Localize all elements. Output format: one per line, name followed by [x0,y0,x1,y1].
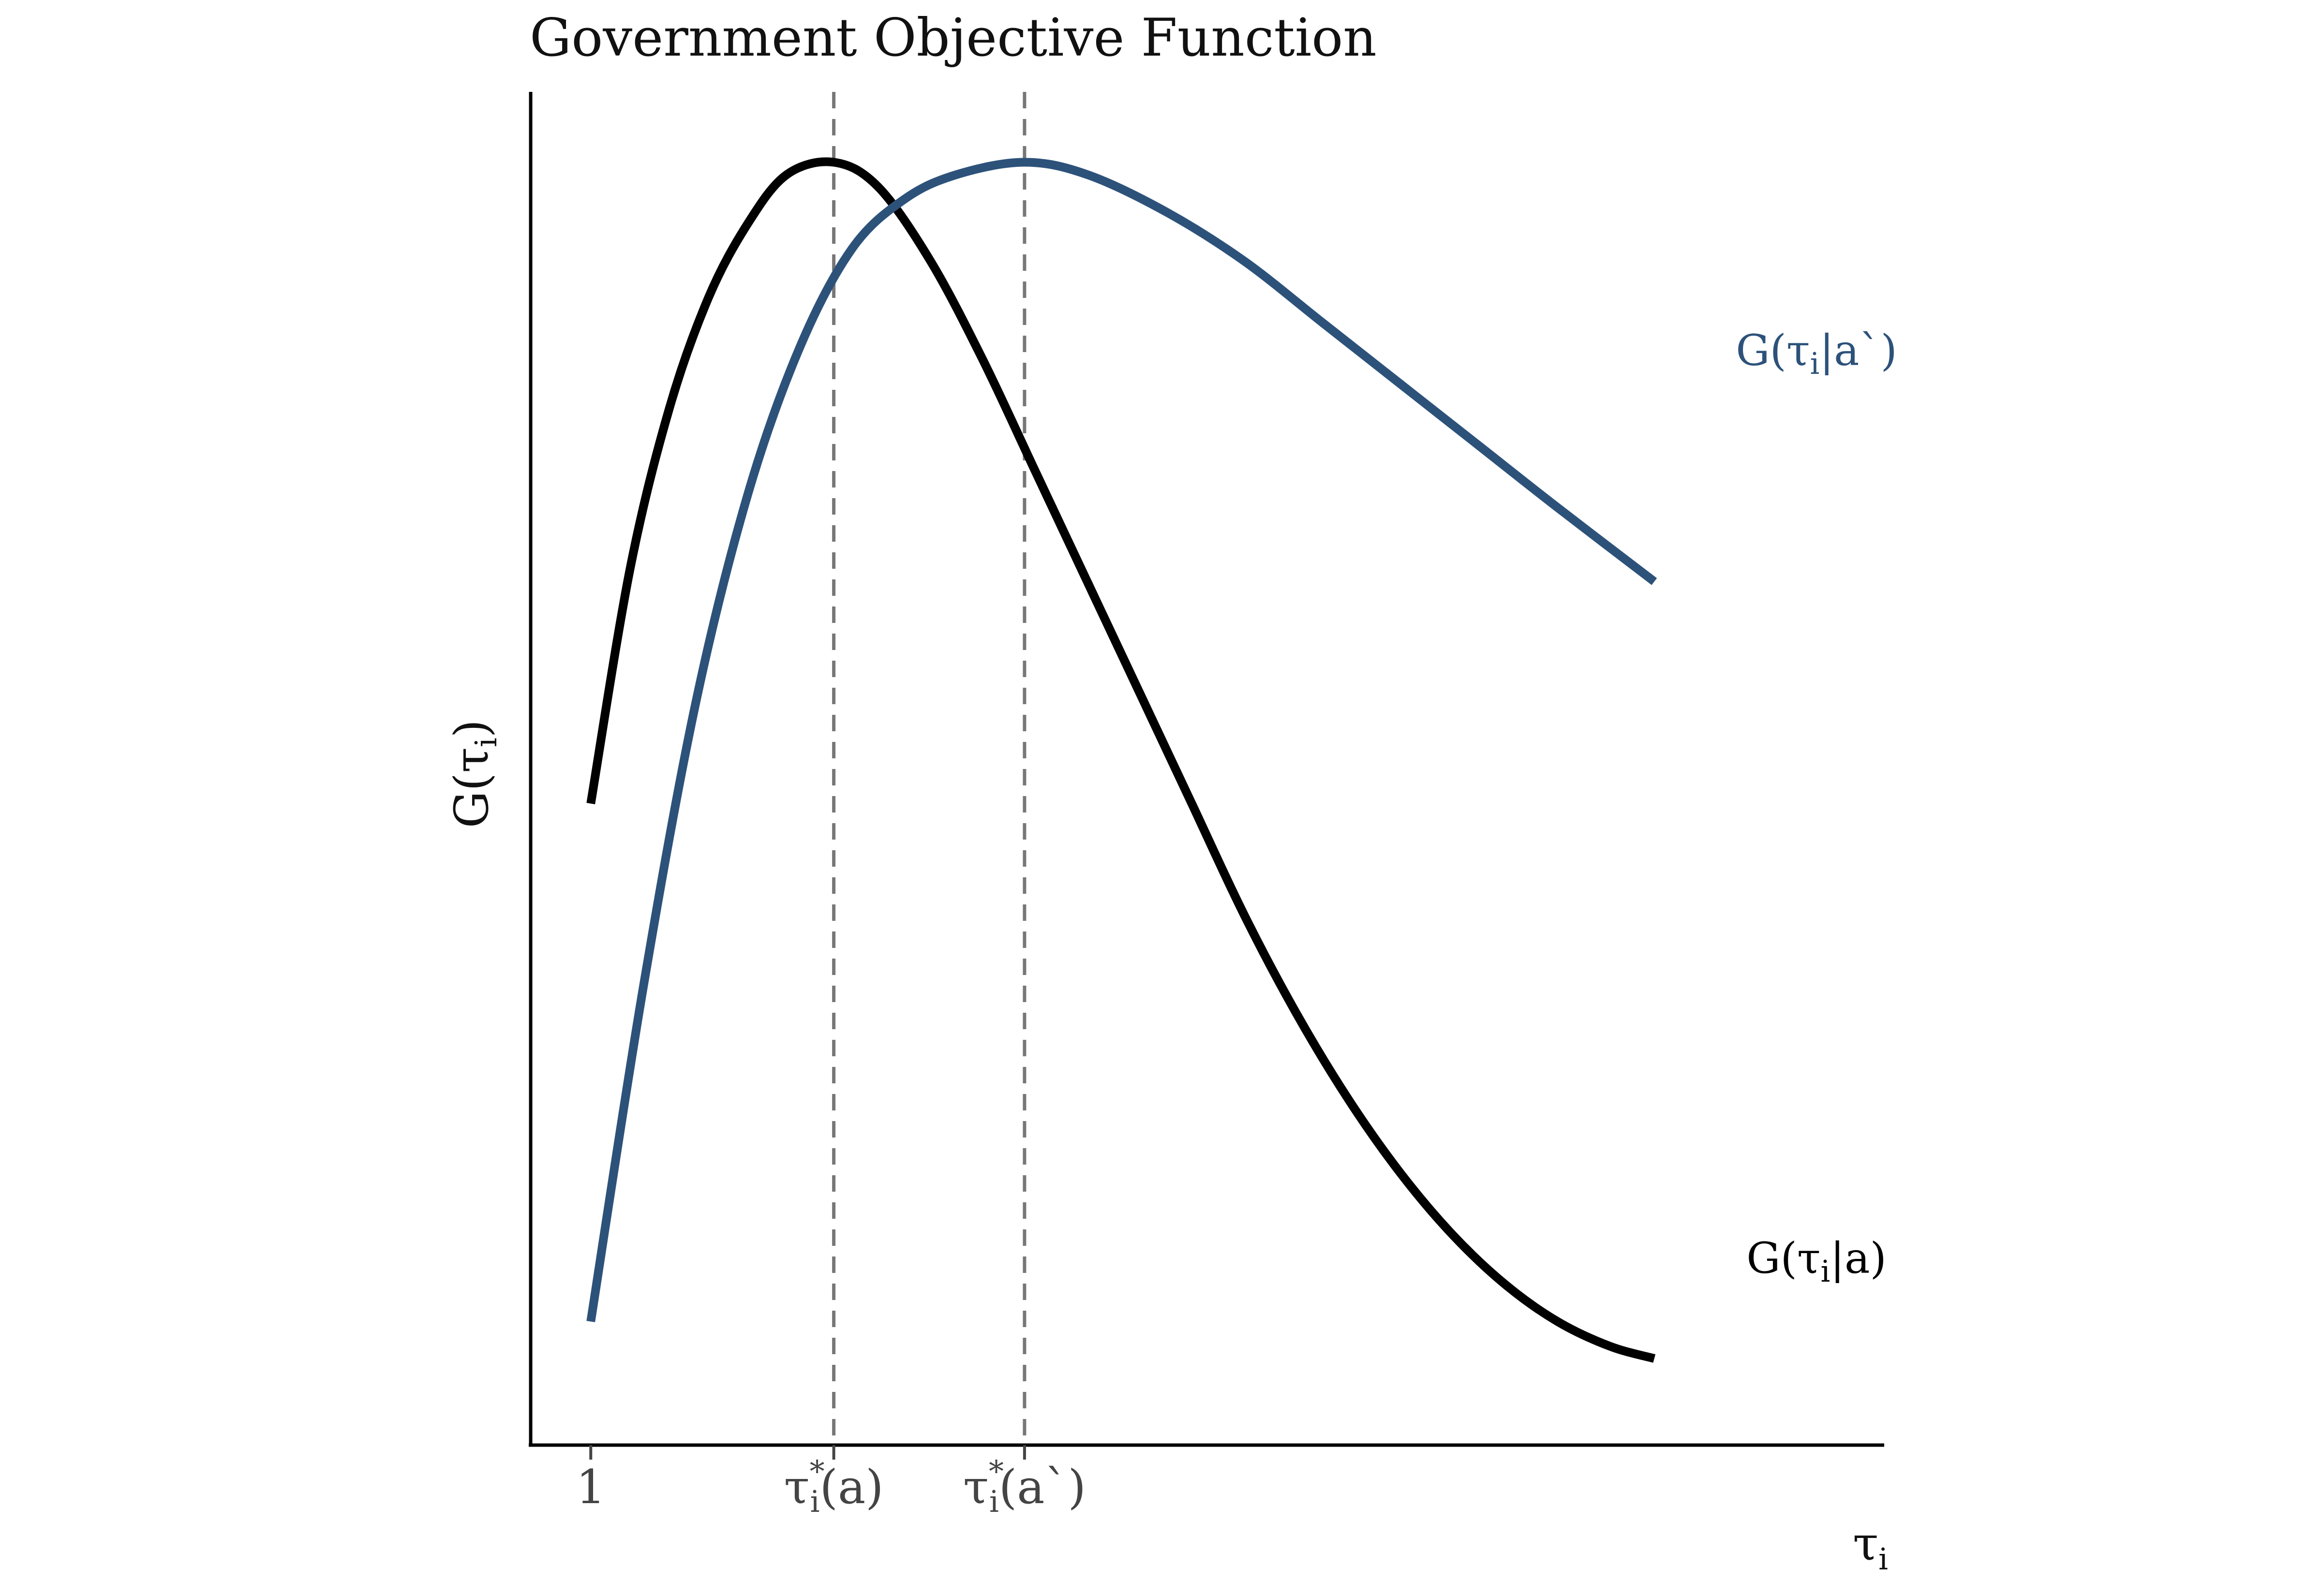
series-line-1 [586,157,1656,1363]
x-axis-label: τi [1853,1517,1888,1577]
series-lines [586,157,1657,1363]
y-axis-label-main: G(τ [445,747,499,828]
series-label-1: G(τi|a) [1746,1233,1887,1289]
reference-lines [832,92,1027,1445]
x-axis-label-main: τ [1853,1517,1878,1571]
x-ticks: 1 τ* i(a) τ* i(a`) [576,1445,1086,1519]
x-tick-label-2: τ* i(a) [784,1454,884,1519]
x-tick-label-3: τ* i(a`) [963,1454,1086,1519]
x-axis-label-sub: i [1878,1541,1888,1577]
x-tick-label-1: 1 [576,1460,606,1514]
chart-title: Government Objective Function [530,8,1377,68]
y-axis-label: G(τi) [445,720,504,828]
series-line-2 [586,158,1657,1322]
y-axis-label-close: ) [445,720,499,738]
series-labels: G(τi|a) G(τi|a`) [1736,325,1897,1289]
y-axis-label-sub: i [468,738,504,747]
series-label-2: G(τi|a`) [1736,325,1897,381]
